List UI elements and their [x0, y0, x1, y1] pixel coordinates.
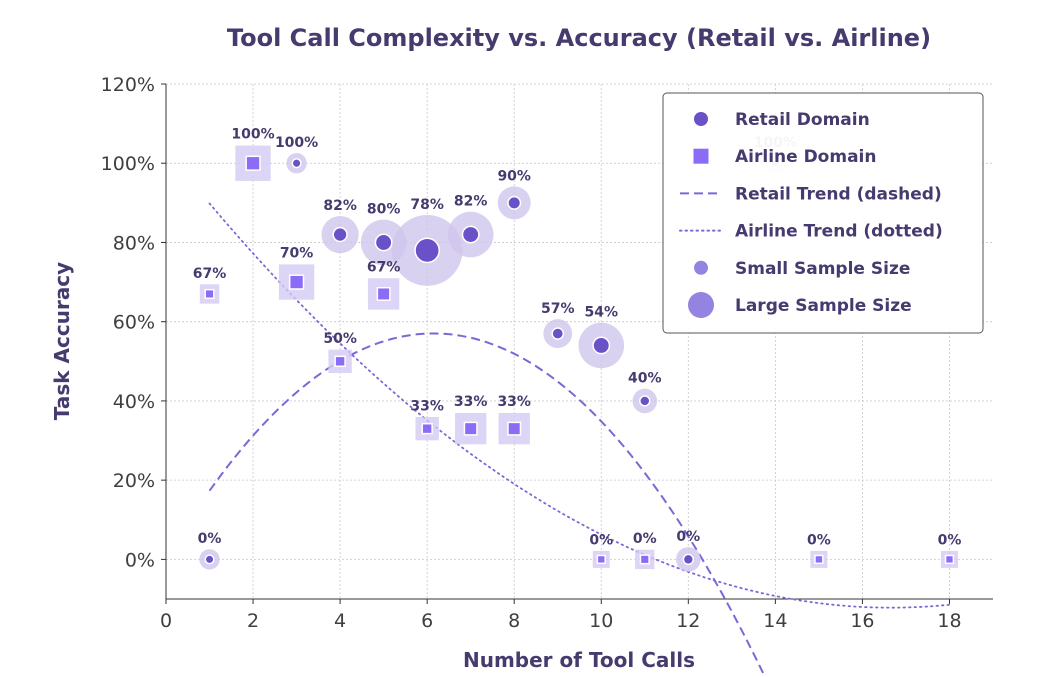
- retail-data-label: 78%: [410, 197, 444, 213]
- x-tick-label: 4: [334, 610, 346, 632]
- airline-data-label: 0%: [589, 532, 613, 548]
- legend-small-sample-marker: [694, 260, 708, 275]
- y-tick-label: 0%: [125, 549, 155, 571]
- x-tick-label: 14: [763, 610, 787, 632]
- x-tick-label: 6: [421, 610, 433, 632]
- x-tick-label: 18: [937, 610, 961, 632]
- retail-point: [461, 225, 480, 244]
- retail-point: [332, 226, 348, 243]
- retail-data-label: 100%: [275, 135, 318, 151]
- retail-data-label: 90%: [497, 168, 531, 184]
- airline-trend-line: [208, 202, 951, 609]
- retail-point: [639, 395, 651, 407]
- legend-retail-marker: [694, 112, 708, 126]
- airline-data-label: 50%: [323, 331, 357, 347]
- airline-data-label: 0%: [938, 532, 962, 548]
- retail-point: [551, 327, 565, 340]
- data-labels: 0%100%82%80%78%82%90%57%54%40%0%100%67%1…: [193, 127, 962, 549]
- airline-data-label: 67%: [367, 259, 401, 275]
- airline-point: [463, 421, 478, 436]
- y-tick-label: 120%: [101, 74, 155, 96]
- y-tick-label: 20%: [113, 470, 155, 492]
- airline-point: [507, 421, 522, 436]
- retail-point: [374, 233, 393, 252]
- legend-item-label: Airline Trend (dotted): [735, 222, 943, 242]
- x-axis-label: Number of Tool Calls: [463, 648, 695, 672]
- airline-data-label: 33%: [410, 398, 444, 414]
- airline-point: [334, 355, 346, 368]
- retail-data-label: 40%: [628, 371, 662, 387]
- airline-point: [596, 554, 606, 565]
- legend-item-label: Small Sample Size: [735, 259, 910, 279]
- legend-item-label: Airline Domain: [735, 147, 876, 167]
- legend-item-label: Large Sample Size: [735, 296, 912, 316]
- retail-data-label: 80%: [367, 202, 401, 218]
- ticks: 0 2 4 6 8 10 12 14 16 18 0% 20% 40% 60% 80% 100% 120%: [101, 74, 962, 632]
- airline-point: [376, 286, 391, 301]
- retail-data-label: 82%: [454, 194, 488, 210]
- retail-data-label: 0%: [676, 529, 700, 545]
- y-tick-label: 80%: [113, 232, 155, 254]
- airline-point: [288, 274, 305, 290]
- airline-data-label: 33%: [454, 394, 488, 410]
- y-tick-label: 100%: [101, 153, 155, 175]
- airline-point: [944, 554, 955, 565]
- x-tick-label: 10: [589, 610, 613, 632]
- retail-data-label: 0%: [198, 531, 222, 547]
- y-tick-label: 40%: [113, 391, 155, 413]
- retail-point: [507, 195, 522, 210]
- x-tick-label: 2: [247, 610, 259, 632]
- airline-data-label: 33%: [497, 394, 531, 410]
- airline-data-label: 67%: [193, 266, 227, 282]
- x-tick-label: 0: [160, 610, 172, 632]
- legend-item-label: Retail Trend (dashed): [735, 184, 942, 204]
- airline-data-label: 0%: [633, 531, 657, 547]
- retail-point: [204, 554, 215, 565]
- retail-point: [682, 553, 695, 566]
- airline-point: [204, 288, 215, 300]
- legend-item-label: Retail Domain: [735, 110, 870, 130]
- legend-large-sample-marker: [688, 292, 714, 318]
- airline-data-label: 100%: [231, 127, 274, 143]
- legend-airline-marker: [693, 148, 709, 164]
- legend-box: [662, 92, 984, 334]
- retail-data-label: 82%: [323, 198, 357, 214]
- airline-data-label: 70%: [280, 245, 314, 261]
- x-tick-label: 12: [676, 610, 700, 632]
- retail-point: [414, 237, 441, 264]
- airline-data-label: 0%: [807, 532, 831, 548]
- x-tick-label: 16: [850, 610, 874, 632]
- retail-data-label: 57%: [541, 301, 575, 317]
- airline-point: [814, 554, 824, 565]
- retail-point: [592, 336, 611, 355]
- retail-trend-line: [208, 332, 767, 677]
- y-tick-label: 60%: [113, 312, 155, 334]
- axes: [165, 84, 993, 600]
- trend-lines: [208, 202, 951, 677]
- y-axis-label: Task Accuracy: [50, 262, 74, 420]
- airline-point: [639, 554, 650, 565]
- airline-point: [421, 422, 433, 435]
- retail-point: [291, 158, 302, 169]
- x-tick-label: 8: [508, 610, 520, 632]
- legend[interactable]: Retail Domain Airline Domain Retail Trend …: [662, 92, 984, 334]
- airline-point: [245, 155, 261, 171]
- chart-title: Tool Call Complexity vs. Accuracy (Retai…: [227, 24, 931, 52]
- retail-data-label: 54%: [585, 305, 619, 321]
